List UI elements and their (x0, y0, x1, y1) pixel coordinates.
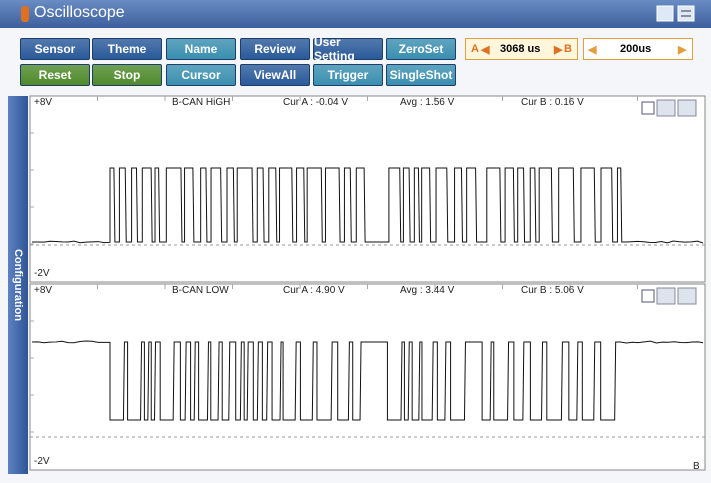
toolbar-button[interactable]: User Setting (313, 35, 383, 63)
waveform (31, 340, 704, 421)
checkbox (641, 101, 655, 115)
close-button (677, 287, 697, 305)
toolbar-button[interactable]: Sensor (20, 38, 90, 60)
scale-top: +8V (34, 97, 52, 108)
cursor-a: Cur A : 4.90 V (283, 285, 345, 296)
window-title: Oscilloscope (34, 4, 125, 21)
time-div-box: ◀ 200us ▶ (583, 38, 693, 60)
cursor-a: Cur A : -0.04 V (283, 97, 348, 108)
configuration-tab[interactable]: Configuration (8, 96, 28, 474)
cursor-time-box: A ◀ 3068 us ▶ B (465, 38, 578, 60)
toolbar-button[interactable]: Name (166, 38, 236, 60)
zoom-button (656, 99, 676, 117)
cursor-a-label: A (471, 43, 479, 55)
toolbar-button[interactable]: Stop (92, 64, 162, 86)
zoom-button (656, 287, 676, 305)
sidebar-label: Configuration (12, 248, 24, 322)
arrow-icon: ◀ (481, 44, 490, 56)
scale-bottom: -2V (34, 456, 50, 467)
cursor-b: Cur B : 5.06 V (521, 285, 584, 296)
window-controls[interactable] (656, 5, 696, 23)
decrease-button[interactable]: ◀ (588, 44, 597, 56)
plot-panel (29, 95, 706, 283)
scale-bottom: -2V (34, 268, 50, 279)
waveform (31, 167, 704, 244)
close-button (677, 99, 697, 117)
checkbox (641, 289, 655, 303)
corner-label: B (693, 461, 700, 472)
arrow-icon: ▶ (554, 44, 563, 56)
average: Avg : 1.56 V (400, 97, 455, 108)
title-bar: Oscilloscope (0, 0, 711, 28)
toolbar-button[interactable]: Theme (92, 38, 162, 60)
toolbar-button[interactable]: Reset (20, 64, 90, 86)
scale-top: +8V (34, 285, 52, 296)
increase-button[interactable]: ▶ (678, 44, 687, 56)
toolbar-button[interactable]: Review (240, 38, 310, 60)
plot-panel (29, 283, 706, 471)
toolbar-button[interactable]: Trigger (313, 64, 383, 86)
cursor-b: Cur B : 0.16 V (521, 97, 584, 108)
toolbar-button[interactable]: ViewAll (240, 64, 310, 86)
app-icon (21, 6, 29, 22)
cursor-b-label: B (564, 43, 572, 55)
channel-name: B-CAN LOW (172, 285, 229, 296)
toolbar-button[interactable]: Cursor (166, 64, 236, 86)
toolbar-button[interactable]: SingleShot (386, 64, 456, 86)
average: Avg : 3.44 V (400, 285, 455, 296)
toolbar-button[interactable]: ZeroSet (386, 38, 456, 60)
channel-name: B-CAN HiGH (172, 97, 230, 108)
time-div: 200us (620, 43, 652, 55)
cursor-time: 3068 us (500, 43, 541, 55)
